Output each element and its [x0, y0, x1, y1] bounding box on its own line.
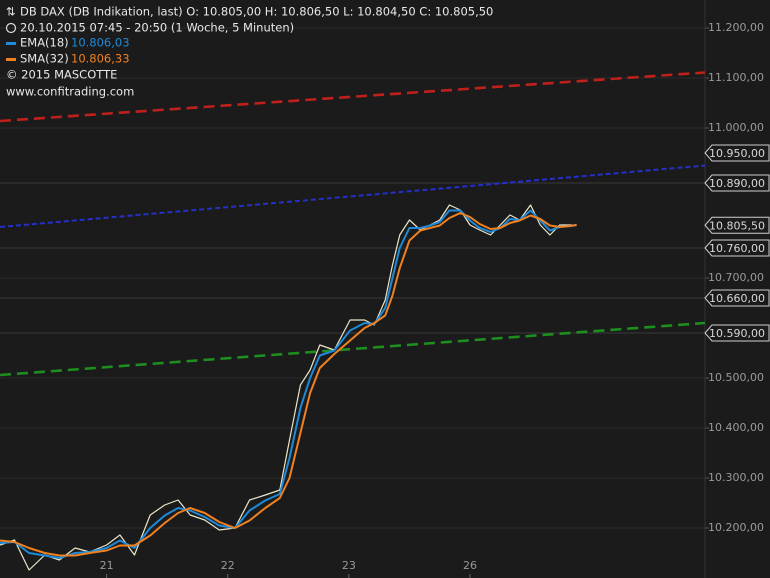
y-tick-label: 10.200,00 — [708, 521, 764, 534]
price-marker-label: 10.760,00 — [709, 242, 765, 255]
price-marker-box — [704, 144, 770, 162]
y-tick-label: 10.300,00 — [708, 471, 764, 484]
price-marker-box — [704, 174, 770, 192]
price-marker-label: 10.950,00 — [709, 147, 765, 160]
price-marker-label: 10.805,50 — [709, 219, 765, 232]
price-marker-box — [704, 239, 770, 257]
trendline — [0, 71, 706, 123]
legend-value: 10.806,03 — [71, 36, 130, 50]
legend-label: SMA(32) — [20, 52, 69, 66]
price-marker-box — [704, 216, 770, 234]
price-marker-label: 10.590,00 — [709, 327, 765, 340]
x-tick-label: 26 — [463, 559, 477, 572]
indicator-line — [0, 212, 577, 557]
clock-icon — [5, 22, 17, 34]
legend-value: 10.806,33 — [71, 52, 130, 66]
y-tick-label: 11.000,00 — [708, 121, 764, 134]
legend-label: EMA(18) — [20, 36, 69, 50]
legend-swatch — [6, 58, 16, 61]
x-tick-label: 21 — [100, 559, 114, 572]
copyright: © 2015 MASCOTTE — [6, 68, 117, 82]
header: ⇅ DB DAX (DB Indikation, last) O: 10.805… — [5, 5, 493, 99]
source: www.confitrading.com — [6, 85, 134, 99]
x-tick-label: 23 — [342, 559, 356, 572]
y-tick-label: 11.200,00 — [708, 21, 764, 34]
trendline — [0, 164, 706, 228]
chart-subtitle: 20.10.2015 07:45 - 20:50 (1 Woche, 5 Min… — [20, 21, 294, 35]
y-tick-label: 10.700,00 — [708, 271, 764, 284]
y-tick-label: 10.500,00 — [708, 371, 764, 384]
legend-swatch — [6, 42, 16, 45]
y-tick-label: 10.400,00 — [708, 421, 764, 434]
price-marker-box — [704, 324, 770, 342]
chart-title: DB DAX (DB Indikation, last) O: 10.805,0… — [20, 5, 493, 19]
chart-icon: ⇅ — [6, 5, 16, 19]
price-marker-box — [704, 289, 770, 307]
x-tick-label: 22 — [221, 559, 235, 572]
price-marker-label: 10.660,00 — [709, 292, 765, 305]
price-marker-label: 10.890,00 — [709, 177, 765, 190]
y-tick-label: 11.100,00 — [708, 71, 764, 84]
